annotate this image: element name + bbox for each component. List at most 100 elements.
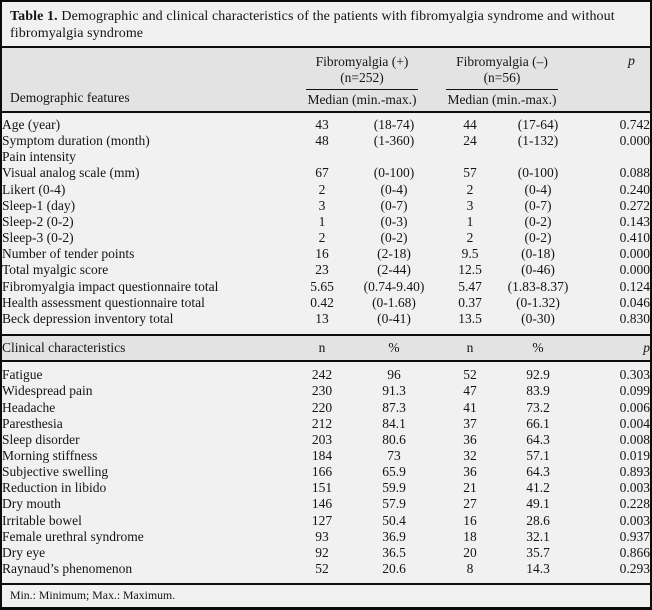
table-row: Likert (0-4) 2 (0-4) 2 (0-4) 0.240 [2, 182, 650, 198]
fm-positive-median: 5.65 [310, 278, 334, 294]
fm-negative-n: 36 [463, 464, 477, 480]
characteristic-label: Paresthesia [2, 415, 63, 431]
p-value: 0.000 [619, 262, 650, 278]
demographic-features-label: Demographic features [10, 90, 130, 105]
p-column-header: p [628, 54, 635, 69]
p-value: 0.937 [619, 528, 650, 544]
fm-negative-median: 3 [466, 197, 474, 213]
p-value: 0.893 [619, 464, 650, 480]
fm-negative-range: (0-100) [517, 165, 559, 181]
fm-positive-n: 242 [311, 367, 333, 383]
p-column-header: p [643, 340, 650, 356]
characteristic-label: Headache [2, 399, 56, 415]
fm-positive-median [290, 149, 354, 165]
footnote: Min.: Minimum; Max.: Maximum. [10, 588, 176, 603]
p-value: 0.410 [619, 230, 650, 246]
fm-negative-range: (0-2) [524, 230, 552, 246]
characteristic-label: Sleep disorder [2, 431, 80, 447]
group-measure: Median (min.-max.) [447, 92, 557, 107]
feature-label: Age (year) [2, 117, 61, 132]
column-header-band: Demographic features Fibromyalgia (+) (n… [2, 48, 650, 111]
fm-positive-percent: 50.4 [382, 512, 406, 528]
table-row: Paresthesia 212 84.1 37 66.1 0.004 [2, 416, 650, 432]
fm-positive-n: 146 [311, 496, 333, 512]
p-value: 0.866 [619, 544, 650, 560]
group-name: Fibromyalgia (–) [456, 54, 548, 69]
fm-positive-median: 67 [315, 165, 329, 181]
fm-positive-n: 184 [311, 447, 333, 463]
fm-positive-range: (0-41) [377, 310, 411, 326]
fm-negative-percent: 35.7 [526, 544, 550, 560]
demographic-section: Age (year) 43 (18-74) 44 (17-64) 0.742 S… [2, 113, 650, 334]
fm-positive-range: (0-1.68) [372, 294, 416, 310]
fm-negative-percent: 73.2 [526, 399, 550, 415]
table-row: Fatigue 242 96 52 92.9 0.303 [2, 367, 650, 383]
fm-positive-n: 92 [315, 544, 329, 560]
characteristic-label: Fatigue [2, 367, 43, 383]
fm-negative-range: (0-4) [524, 181, 552, 197]
n-column-header: n [466, 340, 474, 356]
p-value: 0.272 [619, 197, 650, 213]
table-number: Table 1. [10, 9, 58, 24]
fm-negative-median: 2 [466, 230, 474, 246]
feature-label: Visual analog scale (mm) [2, 165, 140, 181]
fm-negative-n: 27 [463, 496, 477, 512]
fm-positive-median: 3 [318, 197, 326, 213]
fm-negative-percent: 49.1 [526, 496, 550, 512]
fm-negative-n: 18 [463, 528, 477, 544]
p-value: 0.240 [619, 181, 650, 197]
fm-positive-n: 230 [311, 383, 333, 399]
characteristic-label: Widespread pain [2, 383, 93, 399]
table-row: Sleep-2 (0-2) 1 (0-3) 1 (0-2) 0.143 [2, 214, 650, 230]
fm-positive-range: (2-18) [377, 246, 411, 262]
clinical-section: Fatigue 242 96 52 92.9 0.303 Widespread … [2, 362, 650, 583]
divider-clinical-top [2, 334, 650, 337]
section-clinical-label: Clinical characteristics [2, 340, 126, 356]
fm-negative-median: 13.5 [458, 310, 482, 326]
table-row: Raynaud’s phenomenon 52 20.6 8 14.3 0.29… [2, 561, 650, 577]
table-caption: Table 1. Demographic and clinical charac… [2, 2, 650, 46]
demographic-table: Age (year) 43 (18-74) 44 (17-64) 0.742 S… [2, 117, 650, 327]
fm-positive-range: (0-7) [380, 197, 408, 213]
fm-positive-median: 13 [315, 310, 329, 326]
fm-positive-percent: 91.3 [382, 383, 406, 399]
fm-negative-median: 1 [466, 213, 474, 229]
table-row: Fibromyalgia impact questionnaire total … [2, 279, 650, 295]
feature-label: Likert (0-4) [2, 181, 66, 197]
characteristic-label: Morning stiffness [2, 447, 98, 463]
fm-negative-n: 20 [463, 544, 477, 560]
fm-negative-range: (0-46) [521, 262, 555, 278]
percent-column-header: % [388, 340, 400, 356]
p-value: 0.303 [619, 367, 650, 383]
fm-negative-percent: 64.3 [526, 464, 550, 480]
fm-positive-range: (1-360) [373, 133, 415, 149]
fibromyalgia-negative-column-header: Fibromyalgia (–) (n=56) Median (min.-max… [434, 48, 570, 111]
fm-positive-n: 203 [311, 431, 333, 447]
fm-negative-median: 44 [463, 117, 477, 132]
fm-negative-percent: 64.3 [526, 431, 550, 447]
p-value: 0.006 [619, 399, 650, 415]
fm-positive-range: (18-74) [373, 117, 415, 132]
fm-positive-range: (2-44) [377, 262, 411, 278]
fm-positive-percent: 20.6 [382, 561, 406, 577]
fm-negative-median: 24 [463, 133, 477, 149]
fm-negative-n: 37 [463, 415, 477, 431]
table-row: Dry eye 92 36.5 20 35.7 0.866 [2, 545, 650, 561]
clinical-header-table: Clinical characteristics n % n % p [2, 340, 650, 356]
p-value: 0.228 [619, 496, 650, 512]
fm-positive-median: 2 [318, 181, 326, 197]
table-row: Symptom duration (month) 48 (1-360) 24 (… [2, 133, 650, 149]
p-value: 0.000 [619, 246, 650, 262]
characteristic-label: Reduction in libido [2, 480, 107, 496]
divider-clinical-bottom [2, 360, 650, 363]
divider-top [2, 46, 650, 48]
p-value: 0.000 [619, 133, 650, 149]
divider-header [2, 111, 650, 113]
fm-negative-median: 0.37 [458, 294, 482, 310]
table-row: Health assessment questionnaire total 0.… [2, 295, 650, 311]
fm-negative-range: (17-64) [517, 117, 559, 132]
p-value: 0.143 [619, 213, 650, 229]
fm-positive-range: (0-2) [380, 230, 408, 246]
group-count: (n=252) [340, 70, 384, 85]
fm-positive-percent: 96 [387, 367, 401, 383]
